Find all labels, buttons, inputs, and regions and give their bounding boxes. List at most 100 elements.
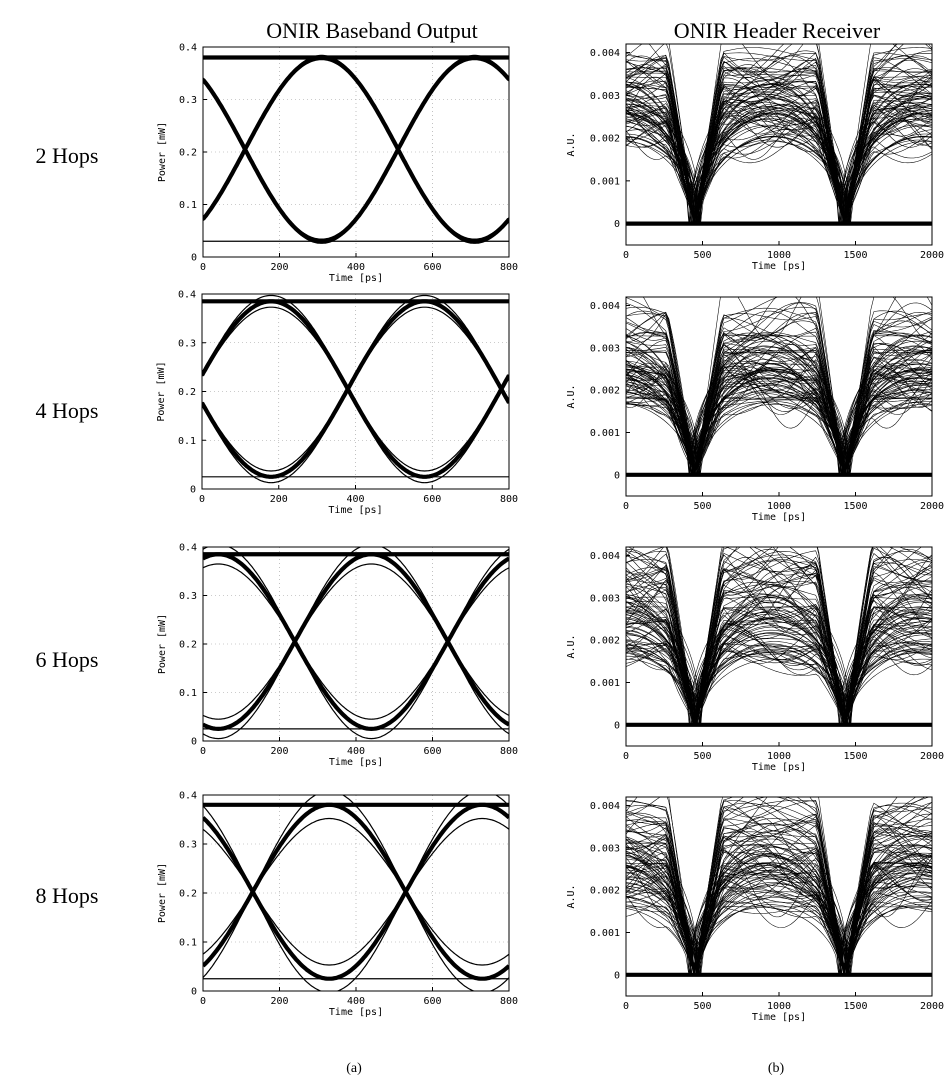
receiver-trace — [626, 571, 932, 716]
receiver-trace — [626, 592, 932, 718]
receiver-trace — [844, 118, 932, 224]
y-axis-label: A.U. — [566, 634, 577, 658]
receiver-trace — [626, 103, 690, 224]
receiver-trace — [626, 375, 932, 470]
x-tick-label: 200 — [270, 262, 288, 273]
receiver-trace — [846, 891, 932, 975]
receiver-trace — [626, 586, 932, 718]
receiver-trace — [626, 360, 690, 475]
x-tick-label: 0 — [623, 751, 629, 762]
receiver-trace — [626, 846, 695, 975]
receiver-trace — [626, 369, 932, 468]
x-tick-label: 0 — [623, 501, 629, 512]
receiver-trace — [626, 901, 700, 975]
receiver-trace — [626, 854, 690, 975]
receiver-trace — [845, 644, 932, 725]
receiver-trace — [626, 302, 932, 467]
x-tick-label: 200 — [270, 746, 288, 757]
receiver-trace — [846, 625, 932, 725]
receiver-trace — [848, 401, 932, 475]
y-axis-label: Power [mW] — [157, 863, 168, 923]
receiver-trace — [626, 297, 932, 466]
receiver-trace — [626, 846, 691, 975]
receiver-trace — [843, 335, 932, 475]
receiver-trace — [844, 877, 932, 975]
y-tick-label: 0.2 — [179, 148, 197, 159]
receiver-trace — [626, 901, 932, 970]
receiver-trace — [626, 866, 691, 975]
row-label-2-hops: 2 Hops — [36, 143, 99, 168]
x-tick-label: 400 — [347, 262, 365, 273]
chart-a-8: 0 200 400 600 800 0 0.1 0.2 0.3 0.4 Time [ps] Power… — [157, 791, 518, 1019]
receiver-trace — [626, 547, 894, 715]
receiver-trace — [626, 351, 932, 467]
x-tick-label: 2000 — [920, 1001, 944, 1012]
receiver-trace — [626, 67, 932, 214]
receiver-trace — [626, 605, 932, 719]
receiver-trace — [626, 625, 697, 725]
receiver-trace — [626, 805, 932, 966]
eye-fall-trace — [203, 55, 509, 244]
receiver-trace — [626, 891, 932, 969]
receiver-trace — [626, 391, 692, 475]
receiver-trace — [626, 68, 932, 215]
receiver-trace — [626, 347, 690, 475]
receiver-trace — [840, 382, 932, 475]
receiver-trace — [841, 380, 932, 475]
receiver-trace — [849, 869, 932, 975]
receiver-trace — [626, 549, 932, 716]
receiver-trace — [626, 650, 692, 725]
receiver-trace — [626, 797, 917, 964]
receiver-trace — [693, 110, 845, 224]
receiver-trace — [626, 125, 692, 224]
receiver-trace — [626, 847, 932, 967]
receiver-trace — [626, 113, 695, 224]
receiver-trace — [626, 589, 932, 716]
x-tick-label: 500 — [693, 1001, 711, 1012]
y-tick-label: 0.1 — [179, 200, 197, 211]
receiver-trace — [626, 369, 696, 475]
x-tick-label: 500 — [693, 751, 711, 762]
y-tick-label: 0.1 — [179, 688, 197, 699]
receiver-trace — [626, 851, 932, 969]
receiver-trace — [841, 94, 932, 224]
receiver-trace — [626, 344, 932, 467]
x-tick-label: 500 — [693, 501, 711, 512]
y-tick-label: 0.002 — [590, 386, 620, 397]
receiver-trace — [626, 547, 932, 715]
y-tick-label: 0 — [614, 470, 620, 481]
y-tick-label: 0 — [191, 737, 197, 748]
receiver-trace — [626, 378, 932, 469]
x-tick-label: 200 — [270, 494, 288, 505]
x-tick-label: 600 — [423, 996, 441, 1007]
receiver-trace — [626, 81, 691, 224]
receiver-trace — [626, 547, 932, 715]
receiver-trace — [626, 363, 691, 475]
receiver-trace — [626, 579, 932, 718]
receiver-trace — [626, 120, 690, 224]
x-axis-label: Time [ps] — [752, 512, 806, 523]
receiver-trace — [626, 891, 932, 970]
x-axis-label: Time [ps] — [329, 273, 383, 284]
y-tick-label: 0.003 — [590, 593, 620, 604]
receiver-trace — [626, 134, 932, 218]
receiver-trace — [850, 883, 932, 975]
series-b-8 — [626, 797, 932, 977]
receiver-trace — [626, 865, 932, 969]
row-label-4-hops: 4 Hops — [36, 398, 99, 423]
receiver-trace — [695, 643, 846, 725]
receiver-trace — [694, 118, 846, 224]
eye-fall-trace — [203, 817, 509, 966]
receiver-trace — [699, 901, 850, 975]
receiver-trace — [848, 135, 932, 224]
receiver-trace — [626, 44, 932, 212]
chart-b-4: 0 500 1000 1500 2000 0 0.001 0.002 0.003 0.004 Tim… — [566, 296, 944, 523]
receiver-trace — [626, 861, 932, 968]
receiver-trace — [845, 125, 932, 224]
receiver-trace — [626, 869, 932, 968]
receiver-trace — [626, 607, 932, 717]
receiver-trace — [843, 651, 932, 725]
receiver-trace — [699, 649, 851, 725]
receiver-trace — [626, 800, 932, 967]
